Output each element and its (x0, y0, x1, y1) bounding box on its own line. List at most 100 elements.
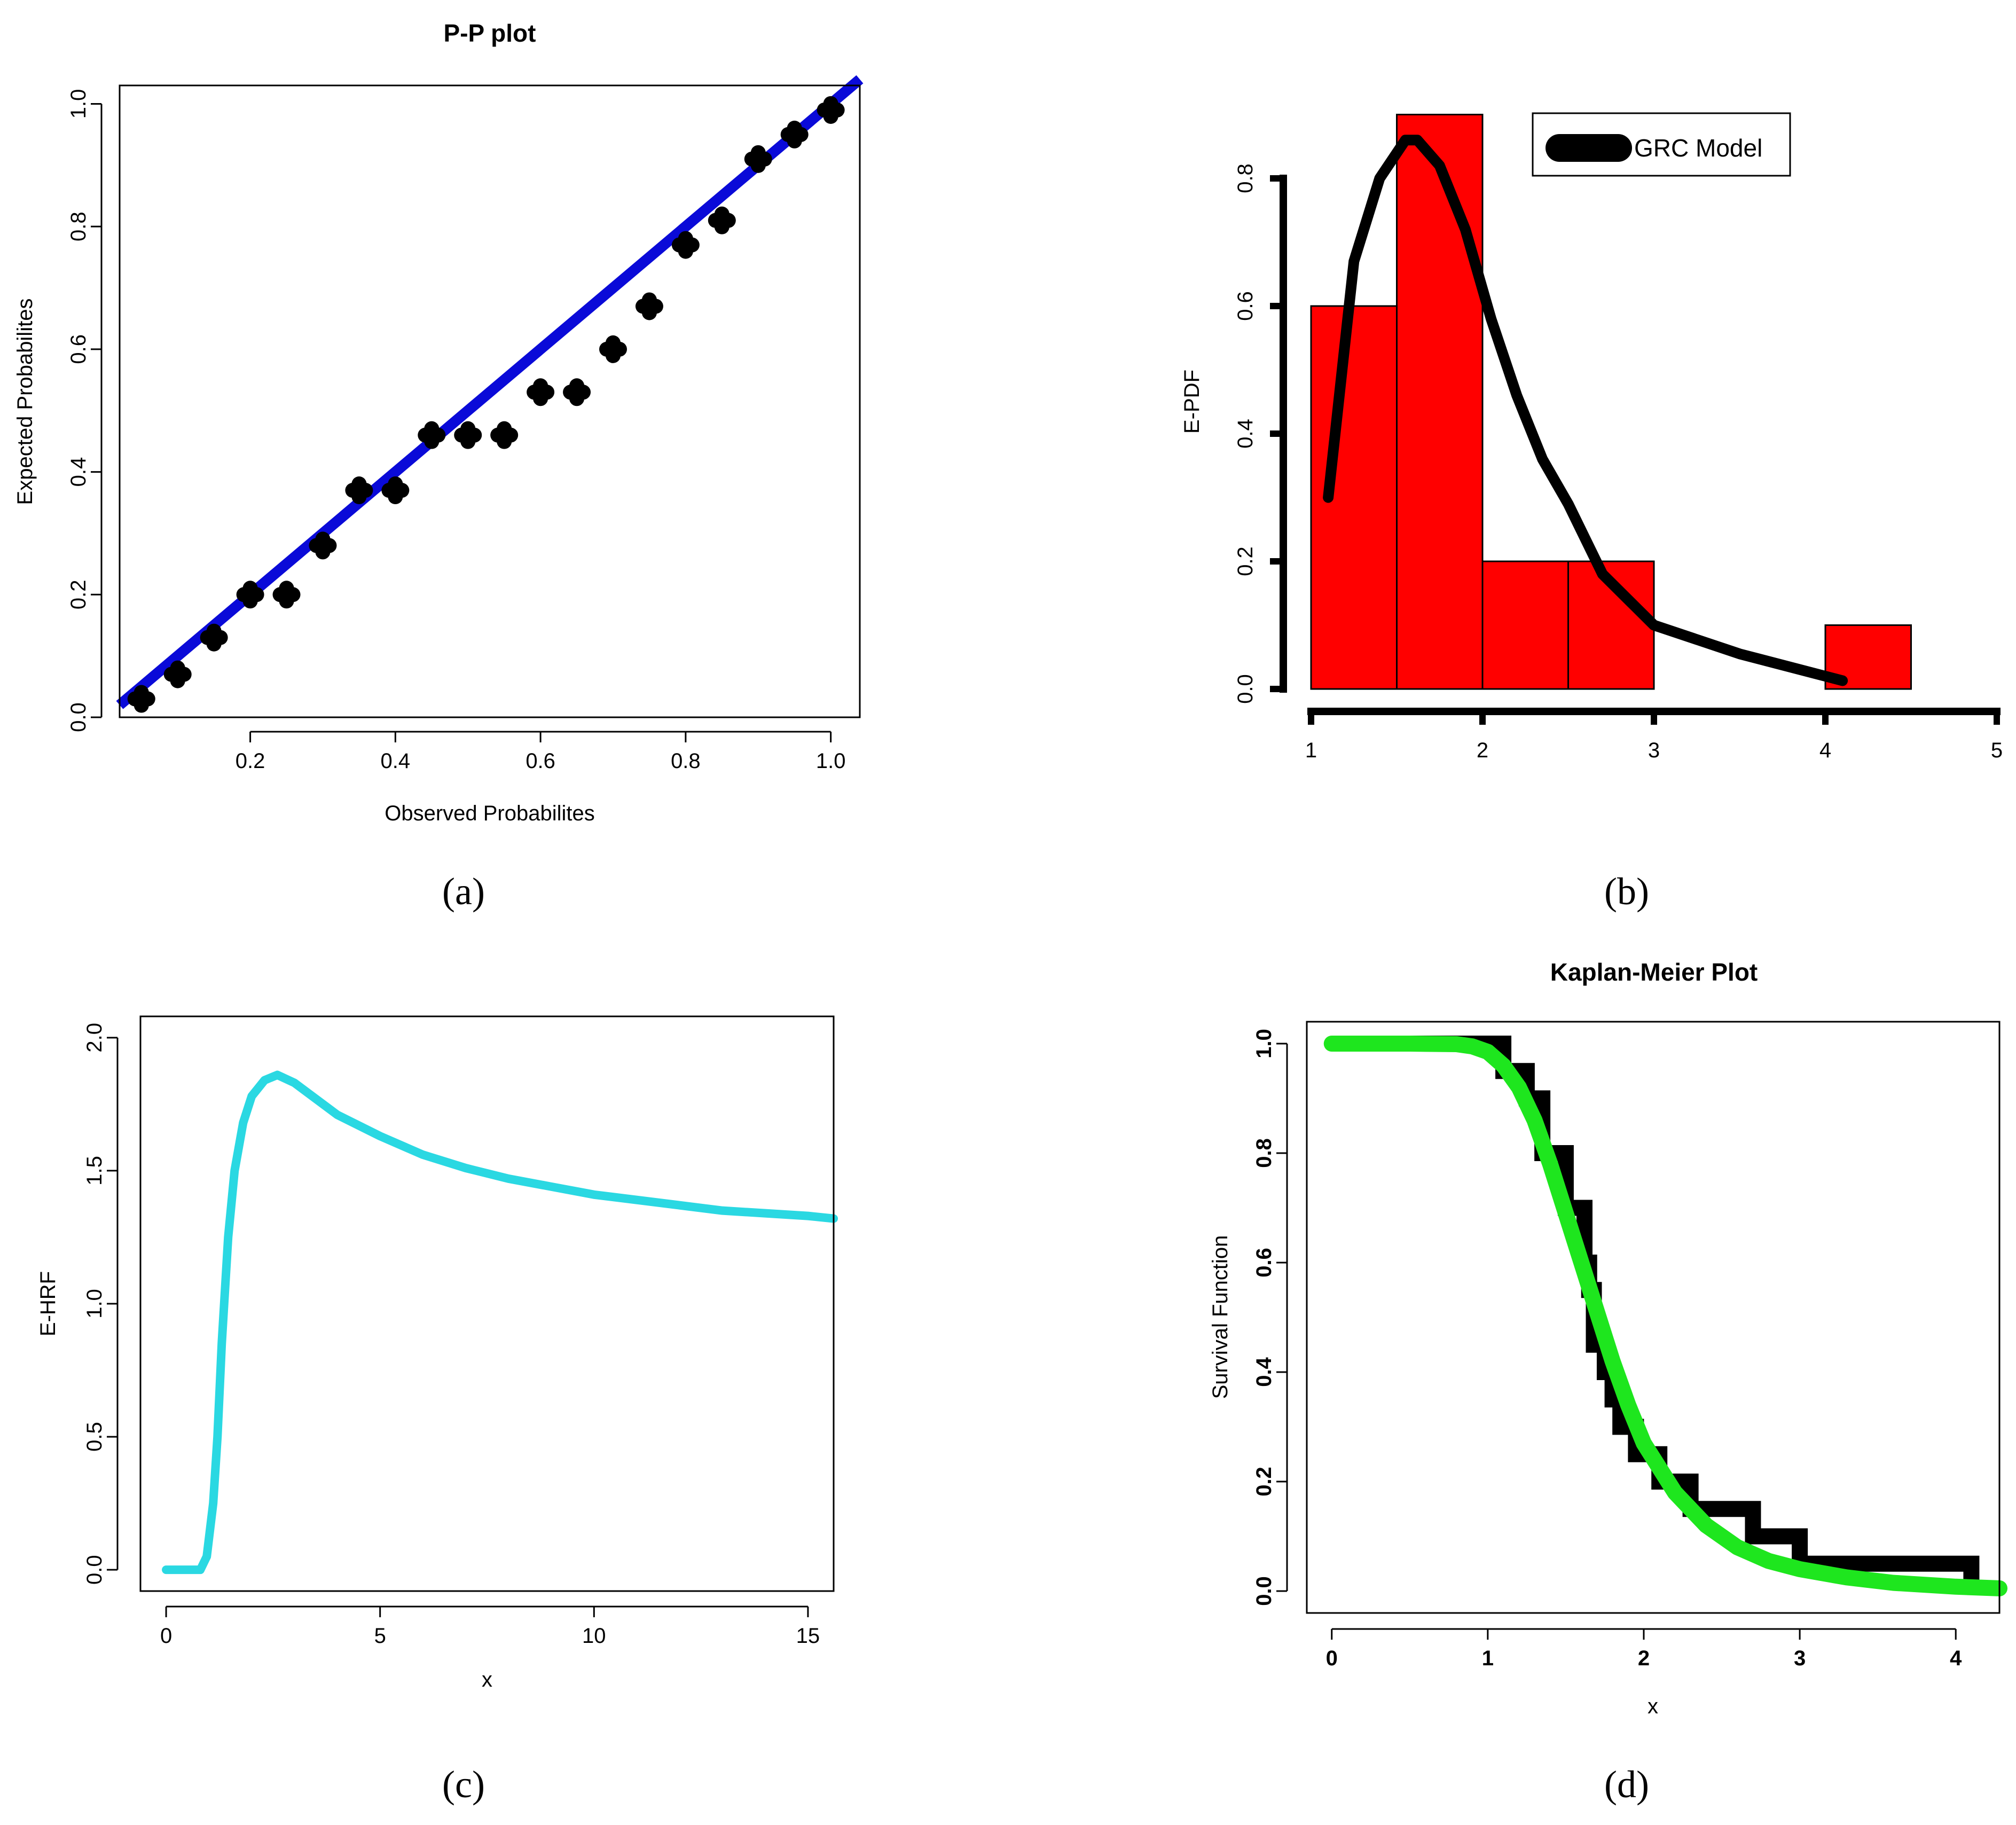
panel-b-bar (1481, 560, 1569, 690)
panel-b-y-axis: 0.0 0.2 0.4 0.6 0.8 (1234, 163, 1287, 704)
panel-a-point (309, 531, 337, 560)
panel-b-legend: GRC Model (1532, 112, 1791, 177)
panel-a-y-label: Expected Probabilites (13, 299, 37, 505)
panel-a-point (490, 421, 519, 449)
panel-d-x-label: x (1648, 1695, 1658, 1718)
panel-c-y-label: E-HRF (36, 1271, 60, 1336)
panel-d-y-tick-label: 0.6 (1252, 1248, 1276, 1278)
panel-b-x-tick-label: 4 (1819, 739, 1831, 762)
panel-b-grc-curve (1323, 135, 1848, 686)
panel-d-title: Kaplan-Meier Plot (1550, 958, 1758, 986)
panel-a-point-v (388, 476, 403, 505)
panel-b-bar (1396, 114, 1484, 690)
panel-a-point-v (279, 581, 294, 609)
panel-a-point-v (787, 120, 802, 148)
panel-a-points (127, 96, 845, 713)
panel-a-y-tick-label: 0.0 (67, 702, 90, 732)
panel-a-reference-line (116, 75, 864, 709)
panel-b-bars (1310, 114, 1912, 690)
panel-d-y-axis: 0.0 0.2 0.4 0.6 0.8 1.0 (1252, 1029, 1288, 1606)
panel-a-point-v (750, 145, 766, 173)
panel-c-x-tick-label: 15 (796, 1624, 820, 1648)
panel-a-point-v (606, 335, 621, 363)
panel-a-point-v (206, 623, 222, 652)
panel-a-point (418, 421, 446, 449)
panel-a-point (744, 145, 772, 173)
panel-b-x-tick-label: 2 (1477, 739, 1488, 762)
panel-a-y-tick-label: 0.6 (67, 334, 90, 364)
panel-a-y-tick-label: 0.4 (67, 457, 90, 487)
panel-a-point-v (242, 581, 258, 609)
panel-a-point (163, 660, 192, 688)
panel-b-y-tick-label: 0.6 (1234, 291, 1257, 321)
panel-b-x-tick-label: 1 (1305, 739, 1317, 762)
panel-a-point-v (497, 421, 512, 449)
panel-a-point (527, 378, 555, 406)
panel-c-y-axis: 0.0 0.5 1.0 1.5 2.0 (83, 1023, 119, 1585)
panel-a-point-v (569, 378, 585, 406)
panel-a-point-v (823, 96, 838, 124)
panel-a-point (671, 231, 700, 259)
panel-a-y-tick-label: 0.8 (67, 212, 90, 241)
panel-a-x-tick-label: 0.4 (381, 749, 411, 773)
panel-a-x-tick-label: 0.2 (236, 749, 265, 773)
panel-c-hrf-line (162, 1070, 838, 1575)
panel-a-x-tick-label: 1.0 (816, 749, 846, 773)
panel-a-x-axis: 0.2 0.4 0.6 0.8 1.0 (236, 731, 846, 773)
panel-a-point (563, 378, 591, 406)
panel-d-y-tick-label: 0.8 (1252, 1138, 1276, 1168)
panel-d-fitted-curve (1323, 1036, 2007, 1596)
panel-b-x-axis: 1 2 3 4 5 (1305, 708, 2003, 762)
panel-a-point-v (641, 292, 657, 320)
panel-a-y-tick-label: 1.0 (67, 89, 90, 119)
panel-a-caption: (a) (442, 870, 485, 913)
panel-c-y-tick-label: 1.0 (83, 1289, 106, 1319)
panel-a-point (127, 685, 155, 713)
panel-a-point (272, 581, 301, 609)
panel-a-point (635, 292, 663, 320)
panel-d-y-tick-label: 0.0 (1252, 1576, 1276, 1606)
panel-a-x-label: Observed Probabilites (385, 802, 595, 825)
panel-d-x-tick-label: 1 (1482, 1647, 1494, 1670)
panel-a-point (817, 96, 845, 124)
panel-a-point (236, 581, 264, 609)
panel-d-x-axis: 0 1 2 3 4 (1326, 1628, 1962, 1670)
panel-c-x-tick-label: 0 (160, 1624, 172, 1648)
panel-a-x-tick-label: 0.8 (671, 749, 701, 773)
panel-c-x-tick-label: 10 (582, 1624, 606, 1648)
panel-a-point (345, 476, 373, 505)
panel-d-y-label: Survival Function (1209, 1235, 1232, 1399)
panel-a-point-v (134, 685, 149, 713)
panel-a-y-tick-label: 0.2 (67, 579, 90, 609)
panel-d-x-tick-label: 4 (1950, 1647, 1962, 1670)
panel-b-y-label: E-PDF (1180, 370, 1204, 434)
panel-a-point (381, 476, 410, 505)
panel-a-point-v (678, 231, 693, 259)
panel-c-y-tick-label: 0.5 (83, 1422, 106, 1452)
panel-a-point-v (533, 378, 548, 406)
panel-c-x-axis: 0 5 10 15 (160, 1605, 820, 1648)
panel-b-legend-label: GRC Model (1634, 134, 1762, 162)
panel-d-y-tick-label: 1.0 (1252, 1029, 1276, 1059)
panel-a-title: P-P plot (444, 19, 536, 47)
panel-a-point-v (351, 476, 367, 505)
panel-d-km-step-line (1331, 1036, 1980, 1591)
panel-b-histogram: 0.0 0.2 0.4 0.6 0.8 1 2 3 4 5 GRC Model E-PDF (b… (1180, 112, 2003, 913)
panel-a-point-v (424, 421, 440, 449)
panel-a-plot-box (119, 84, 861, 718)
panel-b-x-tick-label: 3 (1648, 739, 1660, 762)
panel-d-x-tick-label: 2 (1638, 1647, 1650, 1670)
panel-d-y-tick-label: 0.4 (1252, 1357, 1276, 1387)
panel-a-point-v (170, 660, 185, 688)
panel-c-plot-box (139, 1015, 835, 1592)
panel-a-pp-plot: P-P plot 0.0 0.2 0.4 0.6 0.8 1.0 0.2 0.4 0.6 0.8… (13, 19, 864, 913)
panel-c-y-tick-label: 0.0 (83, 1555, 106, 1585)
panel-a-point (200, 623, 228, 652)
panel-d-kaplan-meier: Kaplan-Meier Plot 0.0 0.2 0.4 0.6 0.8 1.0 0 1 2… (1209, 958, 2007, 1806)
panel-c-hazard: 0.0 0.5 1.0 1.5 2.0 0 5 10 15 x E-HRF (c) (36, 1015, 838, 1806)
panel-b-caption: (b) (1604, 870, 1649, 913)
panel-a-point (454, 421, 482, 449)
panel-c-caption: (c) (442, 1763, 485, 1806)
panel-a-y-axis: 0.0 0.2 0.4 0.6 0.8 1.0 (67, 89, 103, 732)
